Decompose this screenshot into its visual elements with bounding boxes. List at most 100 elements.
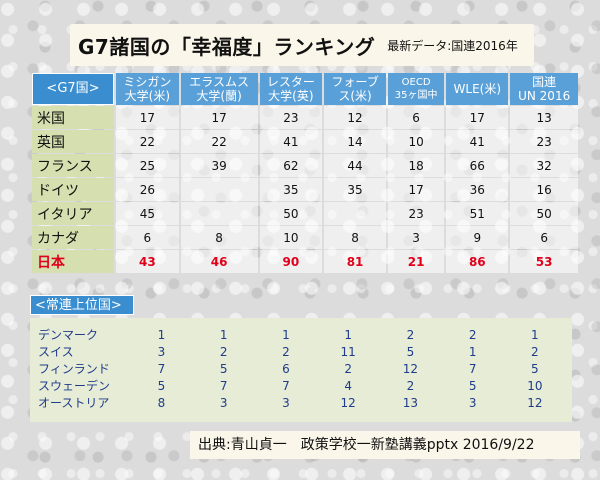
rank-cell: 7 <box>282 378 290 393</box>
rank-cell: 12 <box>527 395 543 410</box>
rank-cell: 25 <box>116 154 179 177</box>
col-header: フォーブ ス(米) <box>324 73 386 105</box>
col-header: エラスムス 大学(蘭) <box>180 73 258 105</box>
rank-cell: 12 <box>340 395 356 410</box>
g7-corner-label: <G7国> <box>32 73 114 105</box>
rank-cell: 5 <box>406 344 415 359</box>
country-cell: 日本 <box>32 250 114 273</box>
table-row: 英国 22 22 41 14 10 41 23 <box>32 130 578 153</box>
table-row: スイス 3 2 2 11 5 1 2 <box>38 343 566 360</box>
col-header: OECD 35ヶ国中 <box>387 73 445 105</box>
rank-cell: 41 <box>446 130 509 153</box>
col-header: ミシガン 大学(米) <box>116 73 179 105</box>
table-row: オーストリア 8 3 3 12 13 3 12 <box>38 394 566 411</box>
rank-cell: 9 <box>446 226 509 249</box>
rank-cell: 6 <box>387 106 445 129</box>
rank-cell: 2 <box>344 361 352 376</box>
country-cell: フランス <box>32 154 114 177</box>
rank-cell: 5 <box>219 361 228 376</box>
col-header: レスター 大学(英) <box>259 73 323 105</box>
rank-cell: 8 <box>180 226 258 249</box>
rank-cell: 43 <box>116 250 179 273</box>
rank-cell: 8 <box>324 226 386 249</box>
rank-cell: 7 <box>219 378 228 393</box>
rank-cell: 10 <box>259 226 323 249</box>
rank-cell: 7 <box>157 361 166 376</box>
rank-cell: 12 <box>324 106 386 129</box>
table-row: カナダ 6 8 10 8 3 9 6 <box>32 226 578 249</box>
country-cell: スイス <box>38 345 74 359</box>
rank-cell: 2 <box>531 344 539 359</box>
rank-cell: 7 <box>468 361 477 376</box>
rank-cell: 35 <box>259 178 323 201</box>
rank-cell: 6 <box>282 361 290 376</box>
rank-cell: 17 <box>446 106 509 129</box>
rank-cell: 22 <box>116 130 179 153</box>
rank-cell: 50 <box>259 202 323 225</box>
rank-cell: 35 <box>324 178 386 201</box>
col-header: 国連 UN 2016 <box>510 73 578 105</box>
title-box: G7諸国の「幸福度」ランキング 最新データ:国連2016年 <box>70 24 534 66</box>
rank-cell: 12 <box>402 361 419 376</box>
rank-cell: 23 <box>259 106 323 129</box>
rank-cell: 3 <box>468 395 477 410</box>
rank-cell: 3 <box>387 226 445 249</box>
rank-cell: 45 <box>116 202 179 225</box>
rank-cell: 1 <box>157 327 166 342</box>
rank-cell: 44 <box>324 154 386 177</box>
table-row: デンマーク 1 1 1 1 2 2 1 <box>38 326 566 343</box>
table-row: 日本 43 46 90 81 21 86 53 <box>32 250 578 273</box>
rank-cell: 10 <box>527 378 543 393</box>
country-cell: 英国 <box>32 130 114 153</box>
table-row: スウェーデン 5 7 7 4 2 5 10 <box>38 377 566 394</box>
country-cell: カナダ <box>32 226 114 249</box>
rank-cell: 17 <box>180 106 258 129</box>
g7-header-row: <G7国> ミシガン 大学(米) エラスムス 大学(蘭) レスター 大学(英) フォー… <box>32 73 578 105</box>
rank-cell: 14 <box>324 130 386 153</box>
table-row: フィンランド 7 5 6 2 12 7 5 <box>38 360 566 377</box>
rank-cell <box>324 202 386 225</box>
page-subtitle: 最新データ:国連2016年 <box>387 38 518 53</box>
rank-cell <box>180 202 258 225</box>
rank-cell: 3 <box>282 395 290 410</box>
rank-cell: 41 <box>259 130 323 153</box>
rank-cell: 90 <box>259 250 323 273</box>
source-citation: 出典:青山貞一 政策学校一新塾講義pptx 2016/9/22 <box>190 431 580 459</box>
rank-cell: 2 <box>406 378 415 393</box>
rank-cell: 10 <box>387 130 445 153</box>
rank-cell: 4 <box>344 378 352 393</box>
rank-cell: 36 <box>446 178 509 201</box>
table-row: イタリア 45 50 23 51 50 <box>32 202 578 225</box>
rank-cell: 2 <box>406 327 415 342</box>
table-row: ドイツ 26 35 35 17 36 16 <box>32 178 578 201</box>
rank-cell: 46 <box>180 250 258 273</box>
rank-cell: 86 <box>446 250 509 273</box>
rank-cell: 17 <box>116 106 179 129</box>
top-countries-box: デンマーク 1 1 1 1 2 2 1 スイス 3 2 2 11 5 1 2 フィンランド 7 5 6 2 12 7 5 スウェ… <box>30 318 572 422</box>
rank-cell: 81 <box>324 250 386 273</box>
rank-cell: 39 <box>180 154 258 177</box>
country-cell: イタリア <box>32 202 114 225</box>
rank-cell: 21 <box>387 250 445 273</box>
rank-cell: 3 <box>219 395 228 410</box>
rank-cell: 51 <box>446 202 509 225</box>
rank-cell: 22 <box>180 130 258 153</box>
rank-cell: 66 <box>446 154 509 177</box>
rank-cell: 26 <box>116 178 179 201</box>
top-countries-label: <常連上位国> <box>30 295 134 315</box>
rank-cell: 6 <box>116 226 179 249</box>
rank-cell: 62 <box>259 154 323 177</box>
country-cell: デンマーク <box>38 328 99 342</box>
rank-cell: 23 <box>510 130 578 153</box>
rank-cell: 17 <box>387 178 445 201</box>
rank-cell <box>180 178 258 201</box>
country-cell: オーストリア <box>38 396 110 410</box>
country-cell: フィンランド <box>38 362 110 376</box>
rank-cell: 2 <box>219 344 228 359</box>
page-title: G7諸国の「幸福度」ランキング <box>78 34 376 59</box>
g7-ranking-table: <G7国> ミシガン 大学(米) エラスムス 大学(蘭) レスター 大学(英) フォー… <box>30 72 580 274</box>
rank-cell: 1 <box>282 327 290 342</box>
col-header: WLE(米) <box>446 73 509 105</box>
rank-cell: 11 <box>340 344 356 359</box>
